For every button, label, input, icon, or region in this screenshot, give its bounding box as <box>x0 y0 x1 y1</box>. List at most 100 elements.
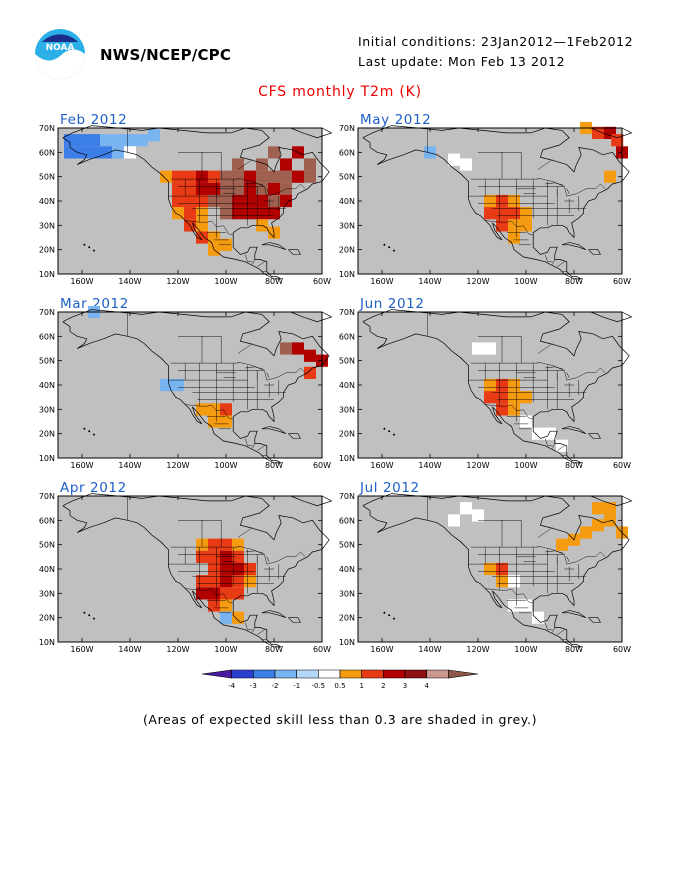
political-border <box>244 438 253 447</box>
anomaly-cell <box>208 550 220 563</box>
anomaly-cell <box>520 207 532 220</box>
anomaly-cell <box>220 538 232 551</box>
political-border <box>552 627 556 633</box>
anomaly-cell <box>280 194 292 208</box>
anomaly-cell <box>496 403 508 416</box>
anomaly-cell <box>148 129 160 142</box>
political-border <box>544 622 553 631</box>
anomaly-cell <box>508 231 520 244</box>
anomaly-cell <box>484 378 496 392</box>
lat-label: 60N <box>39 516 55 525</box>
lat-label: 20N <box>39 430 55 439</box>
anomaly-cell <box>520 599 532 612</box>
anomaly-cell <box>172 194 184 208</box>
political-border <box>237 159 253 170</box>
anomaly-cell <box>124 146 136 159</box>
anomaly-cell <box>196 550 208 563</box>
anomaly-cell <box>196 403 208 416</box>
anomaly-cell <box>268 182 280 195</box>
anomaly-cell <box>508 599 520 612</box>
greenland-coast <box>590 127 633 139</box>
anomaly-cell <box>496 219 508 232</box>
political-border <box>170 177 306 197</box>
anomaly-cell <box>472 342 484 355</box>
lat-label: 50N <box>339 541 355 550</box>
anomaly-cell <box>604 502 616 515</box>
anomaly-cell <box>520 415 532 428</box>
anomaly-cell <box>460 158 472 171</box>
anomaly-cell <box>232 587 244 600</box>
anomaly-cell <box>256 207 268 220</box>
anomaly-cell <box>196 587 208 600</box>
anomaly-cell <box>208 599 220 612</box>
anomaly-layer <box>448 502 628 624</box>
anomaly-cell <box>196 231 208 244</box>
lon-label: 60W <box>613 645 631 654</box>
lake-shore <box>566 556 570 562</box>
political-border <box>185 404 234 420</box>
lake-shore <box>566 372 570 378</box>
colorbar-swatch <box>448 669 479 679</box>
anomaly-cell <box>208 575 220 588</box>
lon-label: 120W <box>166 461 189 470</box>
anomaly-cell <box>244 170 256 183</box>
cuba-coast <box>261 426 287 434</box>
lat-label: 50N <box>339 173 355 182</box>
political-border <box>237 343 253 354</box>
panel-title-apr: Apr 2012 <box>60 480 127 496</box>
political-border <box>470 361 606 381</box>
lat-label: 20N <box>339 430 355 439</box>
anomaly-cell <box>484 562 496 576</box>
colorbar-label: 0.5 <box>334 682 345 690</box>
anomaly-cell <box>220 415 232 428</box>
skill-note: (Areas of expected skill less than 0.3 a… <box>142 712 538 727</box>
political-border <box>552 443 556 449</box>
lon-label: 160W <box>70 645 93 654</box>
anomaly-cell <box>520 391 532 404</box>
colorbar-label: 2 <box>381 682 385 690</box>
panel-title-mar: Mar 2012 <box>60 296 129 312</box>
island <box>88 246 91 249</box>
lat-label: 20N <box>39 614 55 623</box>
anomaly-cell <box>112 134 124 147</box>
hispaniola-coast <box>288 433 301 439</box>
political-border <box>552 259 556 265</box>
anomaly-cell <box>208 538 220 551</box>
greenland-coast <box>290 127 333 139</box>
colorbar-label: 3 <box>403 682 407 690</box>
island <box>83 243 86 246</box>
panel-title-may: May 2012 <box>360 112 432 128</box>
political-border <box>537 527 553 538</box>
anomaly-cell <box>256 182 268 195</box>
anomaly-cell <box>208 182 220 195</box>
anomaly-cell <box>76 134 88 147</box>
colorbar-swatch <box>426 669 449 679</box>
lon-label: 60W <box>613 461 631 470</box>
anomaly-cell <box>304 158 316 171</box>
lake-shore <box>266 556 270 562</box>
lon-label: 160W <box>70 461 93 470</box>
anomaly-cell <box>220 562 232 576</box>
lon-label: 100W <box>214 645 237 654</box>
lon-label: 80W <box>265 645 283 654</box>
panel-title-jun: Jun 2012 <box>360 296 425 312</box>
anomaly-cell <box>64 134 76 147</box>
colorbar-swatch <box>274 669 297 679</box>
colorbar-swatch <box>404 669 427 679</box>
greenland-coast <box>590 495 633 507</box>
colorbar-label: -0.5 <box>311 682 325 690</box>
cuba-coast <box>261 610 287 618</box>
anomaly-cell <box>496 562 508 576</box>
island <box>383 611 386 614</box>
lake-shore <box>545 550 564 554</box>
anomaly-cell <box>220 575 232 588</box>
last-update: Last update: Mon Feb 13 2012 <box>358 54 566 69</box>
anomaly-cell <box>196 207 208 220</box>
political-border <box>557 445 565 451</box>
political-border <box>557 629 565 635</box>
lat-label: 20N <box>339 246 355 255</box>
political-border <box>544 254 553 263</box>
colorbar-label: -2 <box>272 682 279 690</box>
lat-label: 20N <box>39 246 55 255</box>
colorbar-swatch <box>253 669 276 679</box>
